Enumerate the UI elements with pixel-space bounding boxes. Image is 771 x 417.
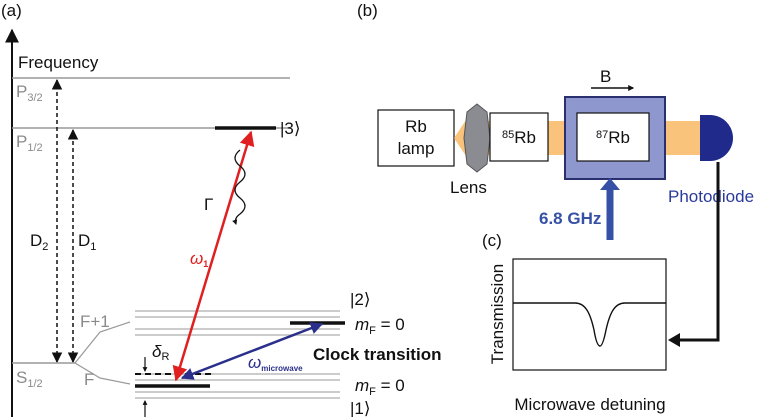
lamp-label: Rb: [405, 117, 427, 136]
omega1-label: ω1: [190, 249, 208, 269]
mf-label: mF = 0: [355, 315, 405, 337]
transition-label: D2: [30, 231, 48, 253]
lens: [464, 104, 490, 172]
value: = 0: [376, 315, 405, 334]
panel-c: (c) Transmission Microwave detuning: [482, 231, 666, 414]
element: Rb: [608, 128, 630, 147]
subscript: 3/2: [27, 92, 42, 104]
level-label: S1/2: [16, 368, 43, 390]
subscript: 1: [90, 241, 96, 253]
subscript: 1: [203, 259, 208, 269]
symbol: m: [355, 315, 369, 334]
optical-arrow: [176, 132, 251, 380]
subscript: 1/2: [27, 142, 42, 154]
page: {"panel_a": {"label": "(a)", "axis_label…: [0, 0, 771, 417]
axis-label: Frequency: [18, 53, 99, 72]
clock-label: Clock transition: [313, 345, 441, 364]
symbol: D: [30, 231, 42, 250]
symbol: ω: [190, 249, 203, 268]
detector-label: Photodiode: [668, 187, 754, 206]
panel-label: (c): [482, 231, 502, 250]
level-label: P1/2: [16, 132, 43, 154]
level-label: P3/2: [16, 82, 43, 104]
symbol: P: [16, 132, 27, 151]
element: Rb: [514, 128, 536, 147]
field-label: B: [600, 67, 611, 86]
subscript: 2: [42, 241, 48, 253]
subscript: microwave: [261, 364, 303, 373]
mf-label: mF = 0: [355, 376, 405, 398]
superscript: 85: [502, 129, 514, 141]
lens-label: Lens: [450, 178, 487, 197]
y-axis-label: Transmission: [488, 264, 507, 364]
panel-a: (a) Frequency |3⟩ P3/2 P1/2 D2 D1 S1/2 F…: [1, 1, 441, 417]
symbol: ω: [248, 353, 261, 372]
figure: (a) Frequency |3⟩ P3/2 P1/2 D2 D1 S1/2 F…: [0, 0, 771, 417]
x-axis-label: Microwave detuning: [514, 395, 665, 414]
panel-label: (b): [357, 1, 378, 20]
superscript: 87: [596, 129, 608, 141]
photodiode: [700, 115, 733, 161]
level-label: F: [84, 370, 94, 389]
level-label: F+1: [80, 312, 110, 331]
symbol: m: [355, 376, 369, 395]
signal-head: [668, 333, 680, 347]
transition-label: D1: [78, 231, 96, 253]
symbol: P: [16, 82, 27, 101]
value: = 0: [376, 376, 405, 395]
state-label: |1⟩: [350, 399, 371, 417]
panel-label: (a): [1, 1, 22, 20]
symbol: D: [78, 231, 90, 250]
subscript: R: [161, 351, 169, 363]
detuning-label: δR: [152, 342, 169, 363]
microwave-label: 6.8 GHz: [539, 209, 601, 228]
state-label: |3⟩: [280, 119, 301, 138]
state-label: |2⟩: [350, 290, 371, 309]
subscript: 1/2: [27, 378, 42, 390]
gamma-label: Γ: [204, 195, 213, 214]
lamp-label: lamp: [398, 139, 435, 158]
omega-mw-label: ωmicrowave: [248, 353, 303, 373]
symbol: S: [16, 368, 27, 387]
